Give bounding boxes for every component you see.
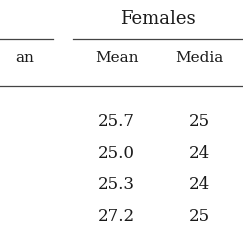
Text: 25.7: 25.7 (98, 113, 135, 130)
Text: 25: 25 (189, 113, 210, 130)
Text: 24: 24 (189, 176, 210, 193)
Text: Females: Females (120, 10, 196, 28)
Text: 24: 24 (189, 145, 210, 162)
Text: Mean: Mean (95, 51, 139, 65)
Text: 27.2: 27.2 (98, 208, 135, 225)
Text: 25.3: 25.3 (98, 176, 135, 193)
Text: 25.0: 25.0 (98, 145, 135, 162)
Text: an: an (15, 51, 34, 65)
Text: 25: 25 (189, 208, 210, 225)
Text: Media: Media (175, 51, 223, 65)
